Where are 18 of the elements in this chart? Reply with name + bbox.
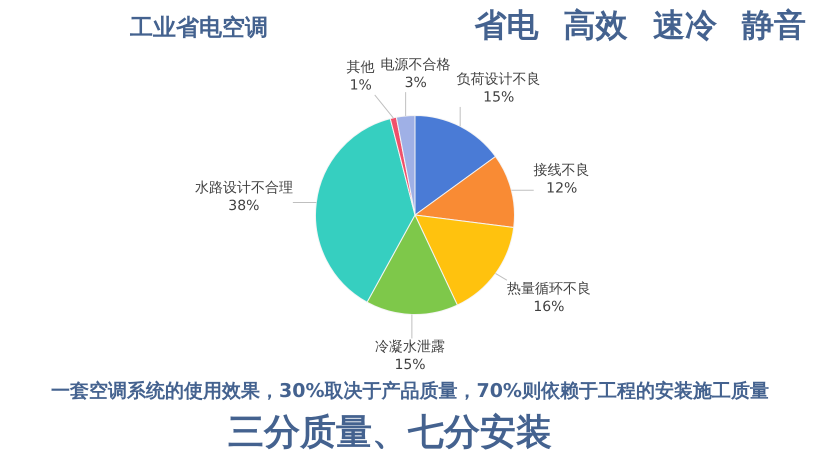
data-label: 15% <box>394 357 426 374</box>
data-label: 15% <box>483 90 514 106</box>
slice-label: 冷凝水泄露 <box>375 339 446 356</box>
data-label: 3% <box>404 74 427 91</box>
slice-label: 电源不合格 <box>380 56 451 73</box>
slice-label: 热量循环不良 <box>506 280 591 297</box>
data-label: 12% <box>546 180 578 196</box>
slice-label: 水路设计不合理 <box>194 180 293 196</box>
data-label: 1% <box>350 78 372 94</box>
text: 三分质量、七分安装 <box>227 411 553 455</box>
slice-label: 负荷设计不良 <box>456 72 541 88</box>
text: 一套空调系统的使用效果，30%取决于产品质量，70%则依赖于工程的安装施工质量 <box>50 379 770 404</box>
slice-label: 其他 <box>346 60 375 76</box>
slice-label: 接线不良 <box>534 162 590 178</box>
data-label: 16% <box>533 298 564 315</box>
data-label: 38% <box>228 198 260 214</box>
chart-title: 工业省电空调 <box>130 14 268 43</box>
chart-subtitle: 省电 高效 速冷 静音 <box>474 5 806 46</box>
